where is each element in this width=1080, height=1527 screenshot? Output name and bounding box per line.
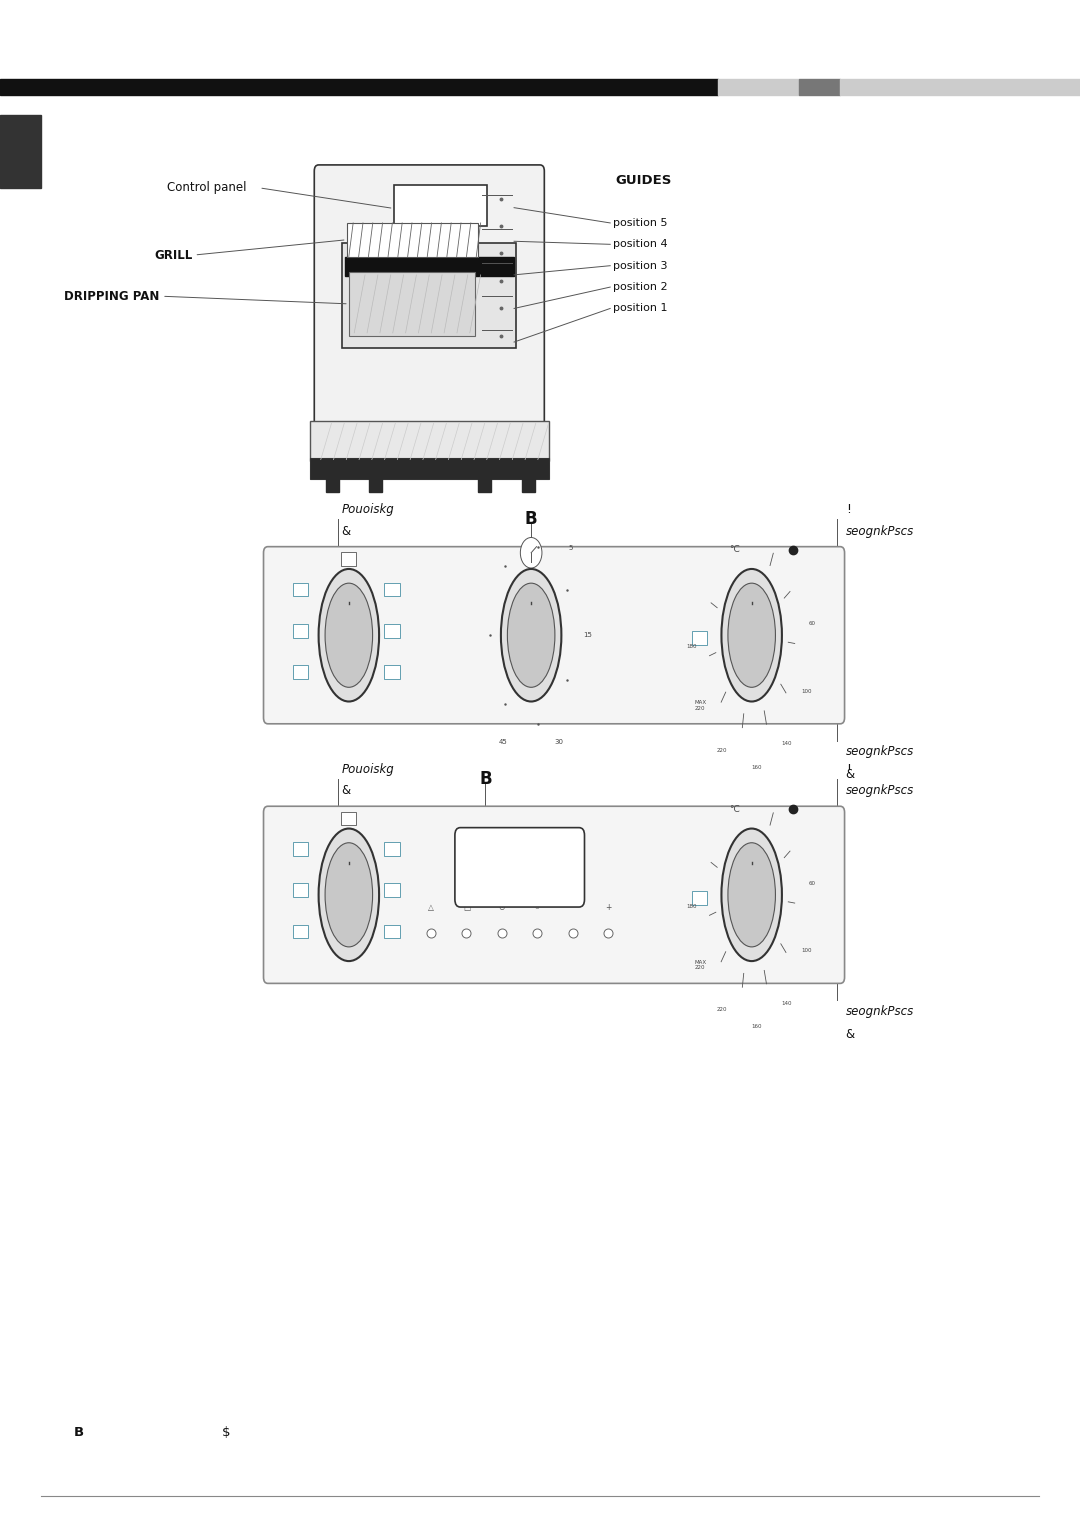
Bar xyxy=(326,476,339,492)
Bar xyxy=(522,476,535,492)
Text: position 4: position 4 xyxy=(613,240,669,249)
Text: seognkPscs: seognkPscs xyxy=(846,524,914,538)
Bar xyxy=(347,223,478,257)
Bar xyxy=(342,243,516,348)
Text: seognkPscs: seognkPscs xyxy=(846,1005,914,1019)
Bar xyxy=(384,664,400,678)
Text: 180: 180 xyxy=(686,904,697,909)
Text: &: & xyxy=(341,524,350,538)
Text: !: ! xyxy=(846,502,851,516)
Ellipse shape xyxy=(319,570,379,701)
Text: &: & xyxy=(846,768,854,782)
Text: 220: 220 xyxy=(716,748,727,753)
Bar xyxy=(692,631,707,644)
FancyBboxPatch shape xyxy=(264,547,845,724)
Text: Pouoiskg: Pouoiskg xyxy=(341,762,394,776)
FancyBboxPatch shape xyxy=(264,806,845,983)
Bar xyxy=(341,551,356,565)
Text: 160: 160 xyxy=(752,765,762,770)
Ellipse shape xyxy=(501,570,562,701)
Text: ☞: ☞ xyxy=(534,902,541,912)
Text: 45: 45 xyxy=(499,739,508,745)
Text: B: B xyxy=(480,770,491,788)
Text: 140: 140 xyxy=(781,1000,792,1006)
Text: !: ! xyxy=(846,762,851,776)
Text: 180: 180 xyxy=(686,644,697,649)
Text: 15: 15 xyxy=(583,632,592,638)
Bar xyxy=(384,843,400,855)
Bar xyxy=(0,78,718,95)
Bar xyxy=(310,458,549,479)
Text: GRILL: GRILL xyxy=(154,249,192,261)
FancyBboxPatch shape xyxy=(314,165,544,434)
Text: °C: °C xyxy=(729,545,740,554)
Text: position 3: position 3 xyxy=(613,261,667,270)
Bar xyxy=(293,664,308,678)
Ellipse shape xyxy=(508,583,555,687)
Bar xyxy=(799,78,840,95)
Text: &: & xyxy=(341,783,350,797)
Ellipse shape xyxy=(325,583,373,687)
Text: 100: 100 xyxy=(801,689,812,693)
Circle shape xyxy=(521,538,542,568)
Bar xyxy=(293,582,308,596)
Text: seognkPscs: seognkPscs xyxy=(846,783,914,797)
Text: 140: 140 xyxy=(781,741,792,747)
FancyBboxPatch shape xyxy=(455,828,584,907)
Bar xyxy=(0,115,41,188)
Bar xyxy=(384,883,400,898)
Text: 100: 100 xyxy=(801,948,812,953)
Text: 60: 60 xyxy=(809,881,815,886)
Text: △: △ xyxy=(428,902,434,912)
Text: position 2: position 2 xyxy=(613,282,669,292)
Ellipse shape xyxy=(325,843,373,947)
Bar xyxy=(341,812,356,825)
Bar xyxy=(393,185,487,226)
Bar xyxy=(384,582,400,596)
Ellipse shape xyxy=(319,829,379,960)
Text: GUIDES: GUIDES xyxy=(616,174,672,186)
Text: −: − xyxy=(570,902,576,912)
Text: 220: 220 xyxy=(716,1008,727,1012)
Bar xyxy=(384,925,400,938)
Bar xyxy=(349,272,475,336)
Ellipse shape xyxy=(728,843,775,947)
Bar xyxy=(369,476,382,492)
Text: °C: °C xyxy=(729,805,740,814)
Ellipse shape xyxy=(721,829,782,960)
Text: seognkPscs: seognkPscs xyxy=(846,745,914,759)
Ellipse shape xyxy=(721,570,782,701)
Bar xyxy=(293,623,308,637)
Text: Control panel: Control panel xyxy=(167,182,247,194)
Text: position 1: position 1 xyxy=(613,304,667,313)
Text: MAX
220: MAX 220 xyxy=(694,959,706,971)
Bar xyxy=(310,421,549,461)
Text: position 5: position 5 xyxy=(613,218,667,228)
Text: B: B xyxy=(525,510,538,528)
Text: DRIPPING PAN: DRIPPING PAN xyxy=(65,290,160,302)
Bar xyxy=(293,925,308,938)
Text: $: $ xyxy=(221,1426,230,1438)
Bar xyxy=(478,476,491,492)
Bar xyxy=(293,883,308,898)
Text: 60: 60 xyxy=(809,621,815,626)
Text: +: + xyxy=(605,902,611,912)
Ellipse shape xyxy=(728,583,775,687)
Text: MAX
220: MAX 220 xyxy=(694,699,706,712)
Bar xyxy=(345,257,514,276)
Text: Pouoiskg: Pouoiskg xyxy=(341,502,394,516)
Text: B: B xyxy=(73,1426,83,1438)
Text: &: & xyxy=(846,1028,854,1041)
Bar xyxy=(718,78,799,95)
Bar xyxy=(692,890,707,904)
Bar xyxy=(840,78,1080,95)
Bar xyxy=(384,623,400,637)
Text: 30: 30 xyxy=(555,739,564,745)
Text: 5: 5 xyxy=(569,545,573,551)
Text: 160: 160 xyxy=(752,1025,762,1029)
Text: □: □ xyxy=(463,902,470,912)
Text: ⊙: ⊙ xyxy=(499,902,505,912)
Bar xyxy=(293,843,308,855)
